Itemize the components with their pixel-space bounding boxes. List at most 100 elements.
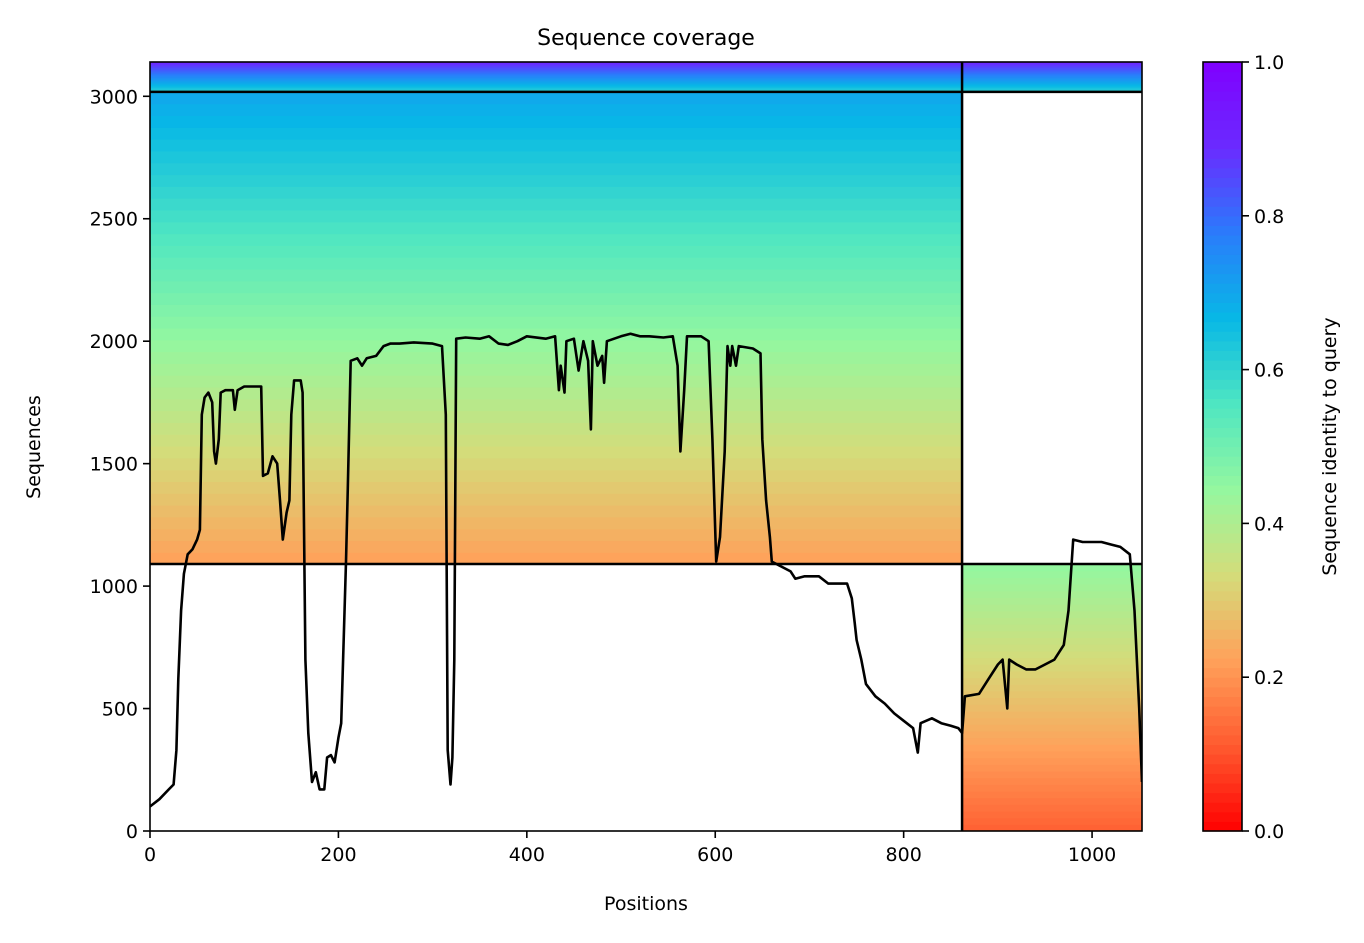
y-axis-label: Sequences [23,395,45,499]
coverage-cell [962,64,1142,66]
colorbar-segment [1203,62,1242,73]
coverage-cell [150,316,963,329]
colorbar-segment [1203,523,1242,534]
colorbar-segment [1203,119,1242,130]
coverage-cell [150,88,963,90]
coverage-cell [150,375,963,388]
colorbar-segment [1203,600,1242,611]
coverage-cell [150,65,963,68]
colorbar-segment [1203,561,1242,573]
coverage-cell [962,564,1142,572]
coverage-cell [962,777,1142,785]
coverage-cell [962,577,1142,585]
coverage-cell [150,78,963,80]
colorbar-frame [1202,61,1243,832]
coverage-cell [962,82,1142,85]
colorbar-segment [1203,350,1242,361]
colorbar-segment [1203,138,1242,150]
coverage-cell [150,79,963,81]
coverage-cell [962,62,1142,65]
coverage-cell [962,84,1142,86]
coverage-cell [150,68,963,71]
coverage-cell [962,817,1142,825]
colorbar-tick-label: 0.2 [1254,667,1284,689]
coverage-cell [962,88,1142,90]
coverage-cell [150,69,963,71]
coverage-cell [962,85,1142,88]
colorbar-segment [1203,609,1242,621]
colorbar-segment [1203,619,1242,630]
coverage-cell [962,75,1142,77]
coverage-cell [150,469,963,483]
coverage-cell [962,79,1142,81]
coverage-cell [962,63,1142,65]
coverage-cell [150,386,963,400]
colorbar-segment [1203,648,1242,659]
colorbar-segment [1203,465,1242,476]
colorbar-segment [1203,340,1242,351]
coverage-cell [150,76,963,78]
colorbar-segment [1203,754,1242,765]
coverage-cell [962,710,1142,719]
coverage-cell [150,233,963,246]
coverage-cell [150,81,963,83]
x-tick-label: 600 [697,844,733,866]
x-tick-label: 400 [509,844,545,866]
colorbar-segment [1203,167,1242,178]
coverage-cell [150,481,963,494]
colorbar-segment [1203,677,1242,688]
colorbar-segment [1203,283,1242,294]
coverage-cell [962,664,1142,672]
coverage-cell [150,84,963,86]
colorbar-tick-label: 1.0 [1254,52,1284,74]
coverage-cell [962,684,1142,692]
coverage-cell [962,610,1142,619]
coverage-cell [962,73,1142,75]
coverage-cell [150,67,963,70]
colorbar-segment [1203,321,1242,332]
coverage-cell [962,704,1142,712]
y-tick-label: 3000 [90,86,138,108]
colorbar-segment [1203,715,1242,726]
colorbar-segment [1203,427,1242,438]
colorbar-segment [1203,90,1242,102]
coverage-cell [150,62,963,65]
colorbar-segment [1203,802,1242,813]
colorbar-segment [1203,369,1242,380]
coverage-cell [150,410,963,424]
coverage-cell [150,85,963,87]
colorbar-segment [1203,542,1242,553]
coverage-cell [962,744,1142,752]
coverage-cell [962,67,1142,70]
coverage-cell [962,70,1142,72]
coverage-cell [150,63,963,65]
coverage-cell [962,624,1142,632]
coverage-cell [150,83,963,86]
y-tick-label: 500 [102,699,138,721]
coverage-cell [962,770,1142,779]
coverage-cell [962,590,1142,599]
colorbar-segment [1203,686,1242,698]
coverage-cell [962,724,1142,732]
colorbar-segment [1203,581,1242,592]
coverage-cell [150,73,963,76]
coverage-cell [150,127,963,140]
coverage-cell [150,82,963,84]
coverage-cell [962,67,1142,69]
colorbar-segment [1203,196,1242,207]
coverage-cell [150,493,963,506]
colorbar-label: Sequence identity to query [1319,317,1341,575]
coverage-line [150,332,1142,808]
coverage-cell [962,82,1142,84]
y-tick-label: 1500 [90,454,138,476]
colorbar-segment [1203,446,1242,457]
coverage-cell [150,64,963,66]
x-tick-label: 800 [886,844,922,866]
colorbar-segment [1203,158,1242,169]
coverage-cell [150,73,963,75]
coverage-cell [962,77,1142,80]
colorbar-tick-label: 0.0 [1254,821,1284,843]
y-tick-label: 2000 [90,331,138,353]
coverage-cell [150,186,963,199]
